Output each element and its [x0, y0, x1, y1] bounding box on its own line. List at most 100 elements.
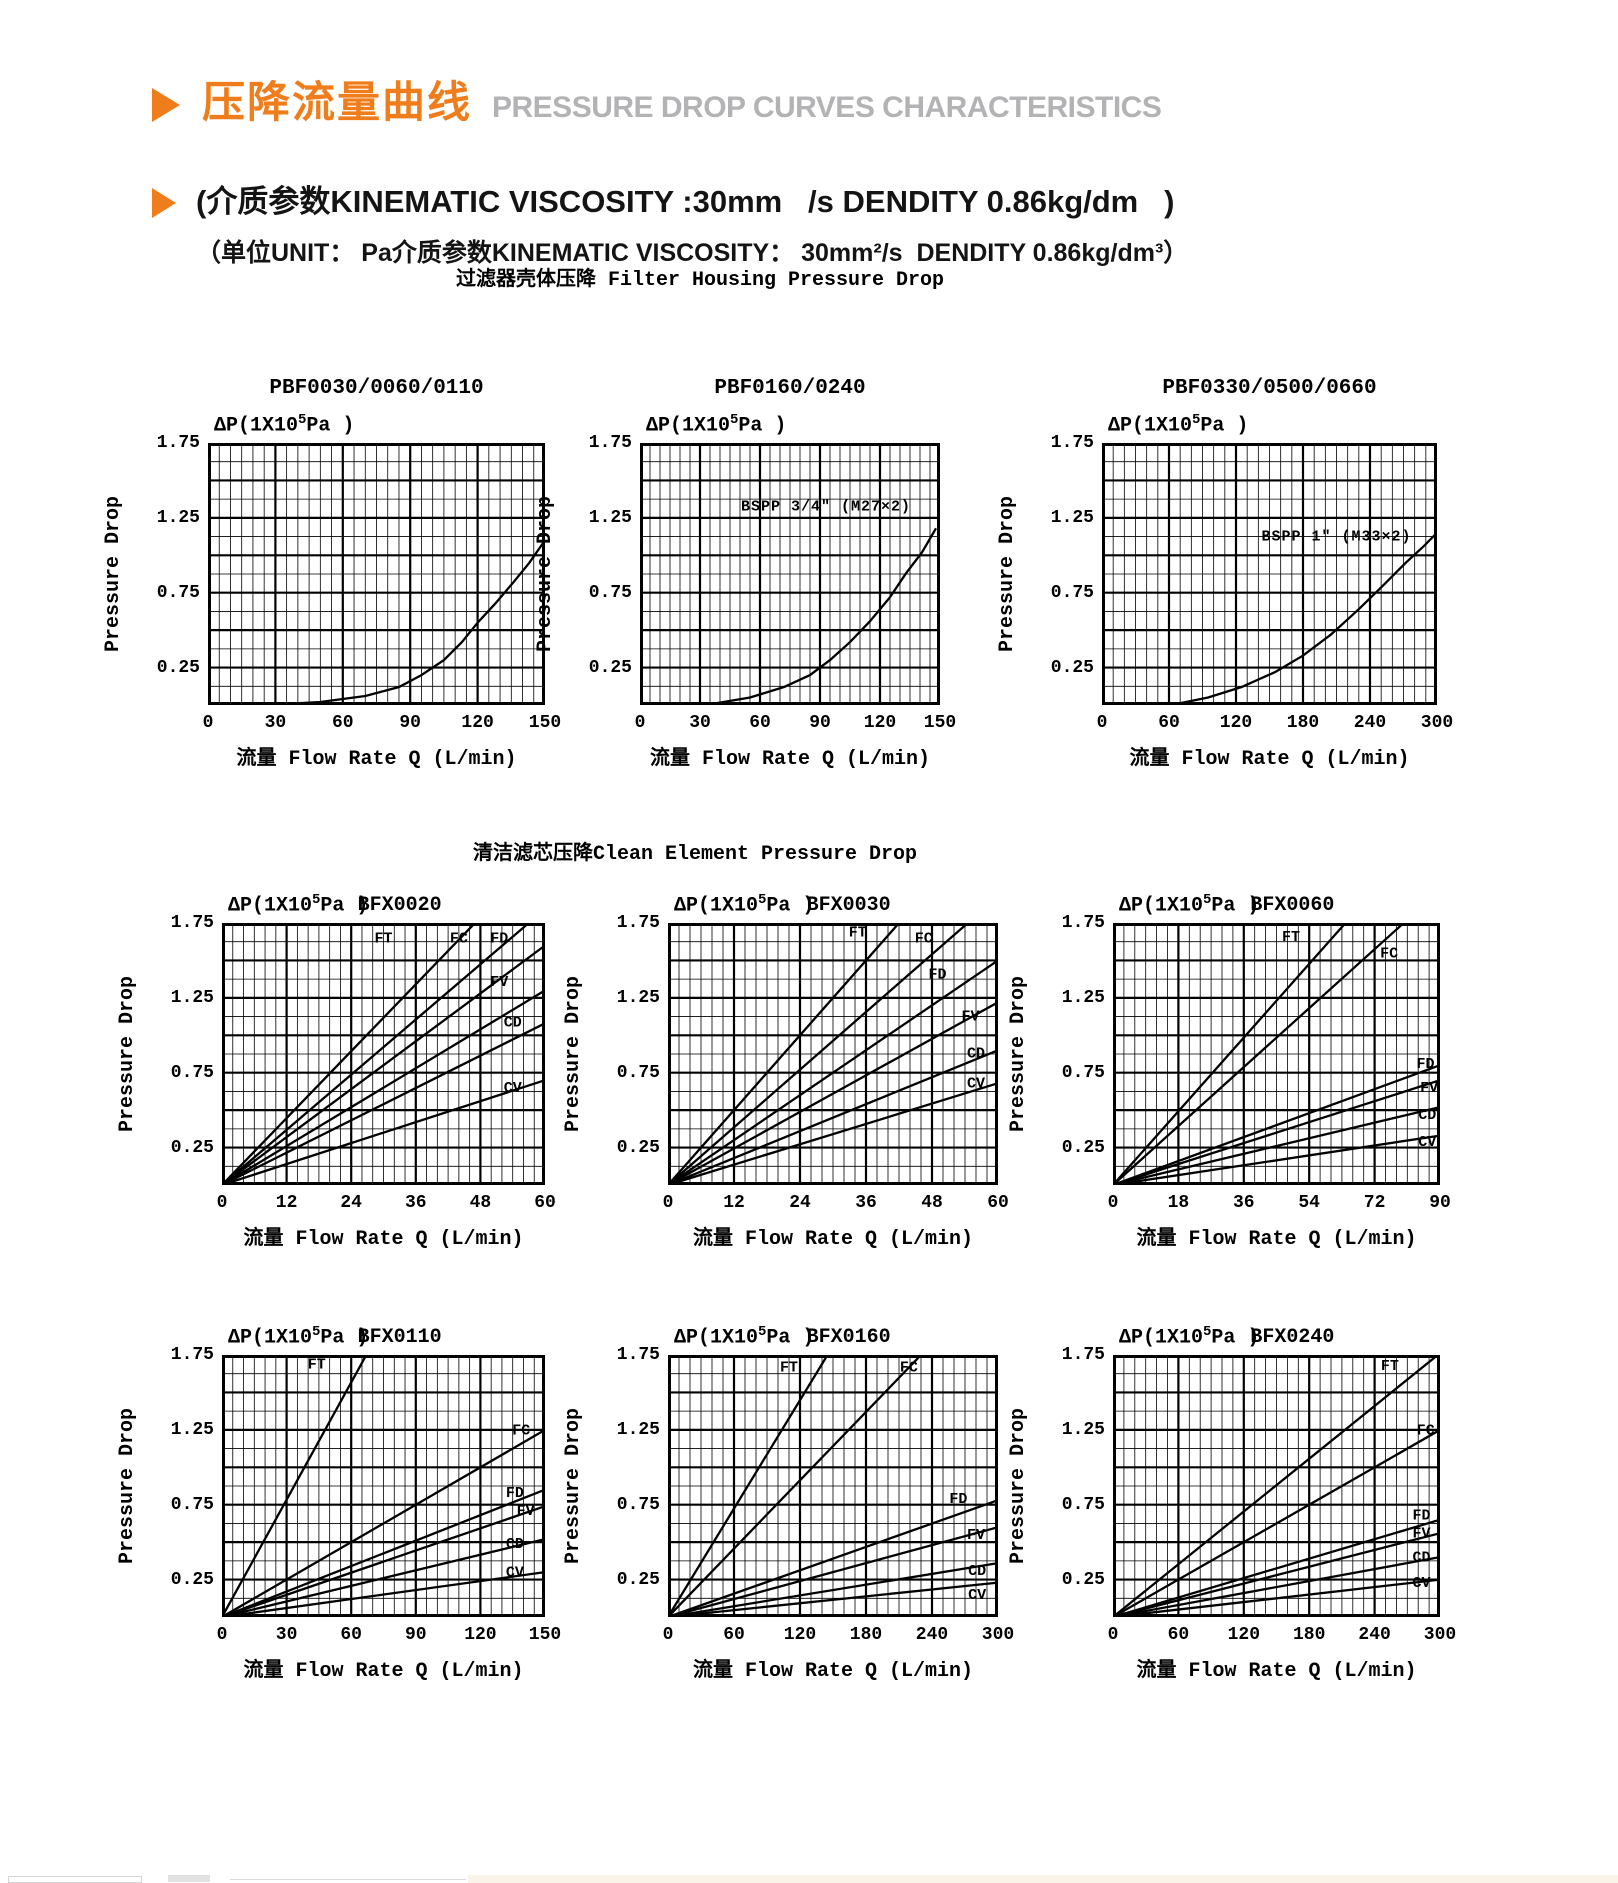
plot-border — [222, 923, 545, 1185]
series-label-fd: FD — [1416, 1056, 1434, 1073]
media-parameters-heading: (介质参数KINEMATIC VISCOSITY :30mm /s DENDIT… — [152, 184, 1174, 220]
y-tick-label: 1.25 — [588, 507, 632, 528]
chart-bfx0060: FT FC FD FV CD CV ΔP(1X105Pa ) BFX0060 1.75 1.25 0… — [1007, 892, 1451, 1251]
x-axis-title: 流量 Flow Rate Q (L/min) — [1129, 748, 1410, 771]
y-tick-label: 0.75 — [156, 582, 200, 603]
plot-border — [1113, 923, 1440, 1185]
x-tick-label: 120 — [464, 1625, 497, 1645]
y-tick-label: 0.25 — [156, 657, 200, 678]
plot-border — [1102, 443, 1437, 705]
series-label-fv: FV — [1420, 1080, 1438, 1097]
x-tick-label: 36 — [404, 1193, 427, 1213]
y-tick-label: 0.75 — [1061, 1494, 1105, 1515]
chart-title: PBF0330/0500/0660 — [1162, 377, 1377, 400]
y-tick-label: 1.75 — [616, 1345, 660, 1365]
x-tick-label: 150 — [528, 1625, 562, 1645]
y-tick-label: 0.25 — [616, 1137, 660, 1158]
y-axis-title: Pressure Drop — [116, 1407, 139, 1565]
y-tick-label: 1.25 — [156, 507, 200, 528]
y-tick-label: 1.75 — [588, 433, 632, 453]
footer-fragment-logo — [168, 1875, 210, 1882]
curve-fv — [667, 1001, 999, 1187]
curve-cd — [221, 1022, 546, 1187]
curve-fv — [667, 1526, 999, 1619]
plot-border — [640, 443, 940, 705]
chart-title: PBF0160/0240 — [714, 377, 866, 400]
y-axis-unit-label: ΔP(1X105Pa ) — [1108, 412, 1249, 438]
chart-bfx0160: FT FC FD FV CD CV ΔP(1X105Pa ) BFX0160 1.75 1.25 0… — [562, 1324, 1014, 1683]
y-axis-title: Pressure Drop — [562, 975, 585, 1133]
y-tick-label: 0.75 — [588, 582, 632, 603]
y-tick-label: 1.25 — [1050, 507, 1094, 528]
x-tick-label: 0 — [634, 713, 646, 733]
x-tick-label: 30 — [275, 1625, 298, 1645]
x-tick-label: 0 — [662, 1625, 674, 1645]
grid-minor — [667, 922, 999, 1186]
series-label-fc: FC — [900, 1360, 918, 1377]
grid-minor — [639, 442, 941, 706]
x-axis-title: 流量 Flow Rate Q (L/min) — [243, 1660, 524, 1683]
curve-cv — [667, 1082, 999, 1187]
curve-cv — [221, 1570, 546, 1619]
x-tick-label: 0 — [216, 1193, 228, 1213]
series-label-ft: FT — [849, 925, 867, 942]
x-tick-label: 60 — [723, 1625, 745, 1645]
y-tick-label: 1.25 — [1061, 1419, 1105, 1440]
plot-border — [222, 1355, 545, 1617]
curve-fv — [221, 1505, 546, 1619]
grid-minor — [207, 442, 546, 706]
series-label-cv: CV — [504, 1080, 522, 1097]
chart-pbf0030-0060-0110: ΔP(1X105Pa ) PBF0030/0060/0110 1.75 1.25 0.7… — [102, 377, 561, 771]
x-tick-label: 150 — [528, 713, 562, 733]
curve-fc — [667, 1354, 922, 1618]
curve-ft — [221, 922, 476, 1186]
y-tick-label: 0.25 — [1061, 1569, 1105, 1590]
media-parameters-line2: （单位UNIT： Pa介质参数KINEMATIC VISCOSITY： 30mm… — [196, 239, 1189, 267]
y-tick-label: 0.75 — [1050, 582, 1094, 603]
x-axis-title: 流量 Flow Rate Q (L/min) — [236, 748, 517, 771]
y-axis-title: Pressure Drop — [562, 1407, 585, 1565]
curve-fv — [1112, 1079, 1441, 1187]
x-tick-label: 150 — [923, 713, 957, 733]
x-tick-label: 0 — [216, 1625, 228, 1645]
series-label-cv: CV — [506, 1565, 524, 1582]
y-tick-label: 1.25 — [170, 987, 214, 1008]
x-tick-label: 60 — [340, 1625, 362, 1645]
series-label-fv: FV — [961, 1008, 979, 1025]
x-tick-label: 120 — [783, 1625, 817, 1645]
y-tick-label: 0.75 — [170, 1494, 214, 1515]
curve-ft — [667, 922, 900, 1186]
page-title-cn: 压降流量曲线 — [202, 79, 472, 127]
chart-bfx0110: FT FC FD FV CD CV ΔP(1X105Pa ) BFX0110 1.75 1.25 0… — [116, 1324, 561, 1683]
pressure-curve — [264, 539, 546, 707]
main-heading: 压降流量曲线 PRESSURE DROP CURVES CHARACTERIST… — [152, 79, 1162, 127]
plot-border — [208, 443, 545, 705]
chart-pbf0160-0240: BSPP 3/4" (M27×2) ΔP(1X105Pa ) PBF0160/024… — [534, 377, 956, 771]
curve-fc — [221, 1428, 546, 1618]
x-tick-label: 12 — [275, 1193, 298, 1213]
curve-cd — [1112, 1105, 1441, 1187]
curve-fc — [1112, 1428, 1441, 1618]
x-tick-label: 48 — [469, 1193, 492, 1213]
orange-triangle-icon — [152, 88, 180, 122]
series-label-fv: FV — [517, 1503, 535, 1520]
series-label-ft: FT — [374, 931, 392, 948]
x-axis-title: 流量 Flow Rate Q (L/min) — [649, 748, 931, 771]
footer-fragment-line — [230, 1879, 466, 1883]
series-label-fc: FC — [450, 931, 468, 948]
curve-cd — [221, 1537, 546, 1619]
section-title-clean-element: 清洁滤芯压降Clean Element Pressure Drop — [472, 843, 918, 866]
y-tick-label: 0.25 — [170, 1137, 214, 1158]
x-tick-label: 90 — [404, 1625, 427, 1645]
x-tick-label: 90 — [809, 713, 831, 733]
x-tick-label: 12 — [723, 1193, 745, 1213]
x-tick-label: 0 — [662, 1193, 674, 1213]
chart-title: PBF0030/0060/0110 — [269, 377, 484, 400]
footer-fragment-left — [8, 1876, 142, 1883]
chart-title: BFX0240 — [1250, 1326, 1335, 1349]
x-tick-label: 300 — [1420, 713, 1454, 733]
